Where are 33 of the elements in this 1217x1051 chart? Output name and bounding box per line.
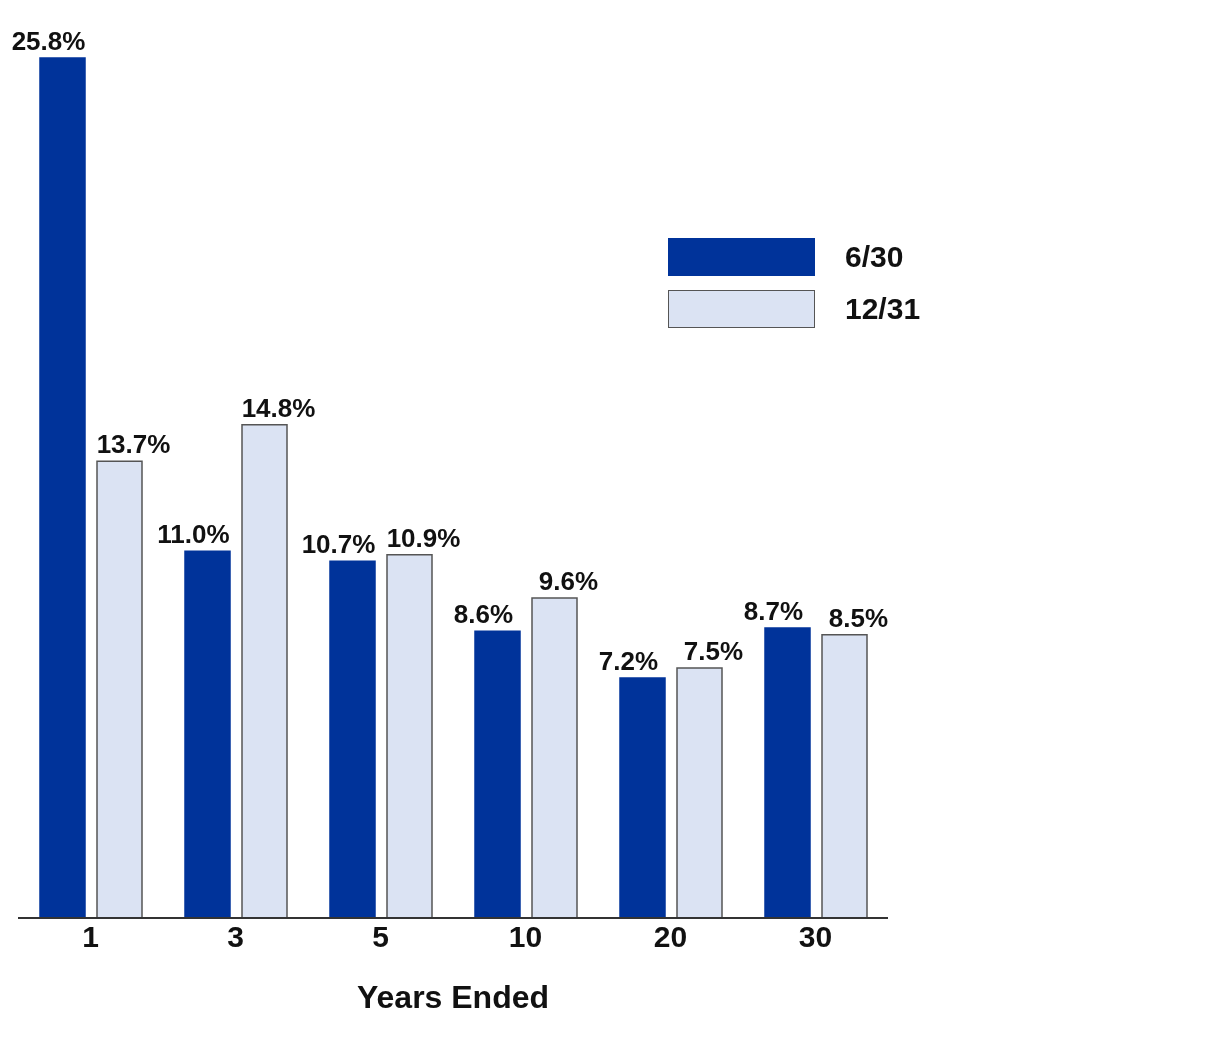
x-tick-label: 1 <box>82 920 99 954</box>
bar <box>821 633 868 919</box>
bar <box>329 560 376 919</box>
x-tick-label: 5 <box>372 920 389 954</box>
bar <box>184 550 231 919</box>
bar <box>676 667 723 919</box>
data-label: 8.5% <box>828 602 889 633</box>
bar <box>474 630 521 919</box>
data-label: 7.2% <box>598 646 659 676</box>
x-tick-label: 3 <box>227 920 244 954</box>
bar <box>39 57 86 919</box>
bar <box>386 553 433 919</box>
legend-label: 12/31 <box>845 292 921 326</box>
data-label: 9.6% <box>538 566 599 596</box>
legend-label: 6/30 <box>845 240 904 274</box>
data-label: 8.7% <box>743 596 804 626</box>
bar <box>241 423 288 919</box>
data-label: 14.8% <box>241 392 316 423</box>
x-tick-label: 10 <box>508 920 543 954</box>
data-label: 10.9% <box>386 522 461 553</box>
x-tick-label: 30 <box>798 920 833 954</box>
data-label: 25.8% <box>11 26 86 56</box>
x-axis-title: Years Ended <box>356 979 550 1015</box>
data-label: 8.6% <box>453 599 514 630</box>
data-label: 10.7% <box>301 529 376 560</box>
data-label: 11.0% <box>157 519 230 550</box>
data-label: 13.7% <box>96 429 171 460</box>
x-tick-label: 20 <box>653 920 688 954</box>
bar <box>619 677 666 919</box>
bar <box>531 597 578 919</box>
bar <box>96 460 143 919</box>
data-label: 7.5% <box>683 636 744 666</box>
bar <box>764 627 811 919</box>
